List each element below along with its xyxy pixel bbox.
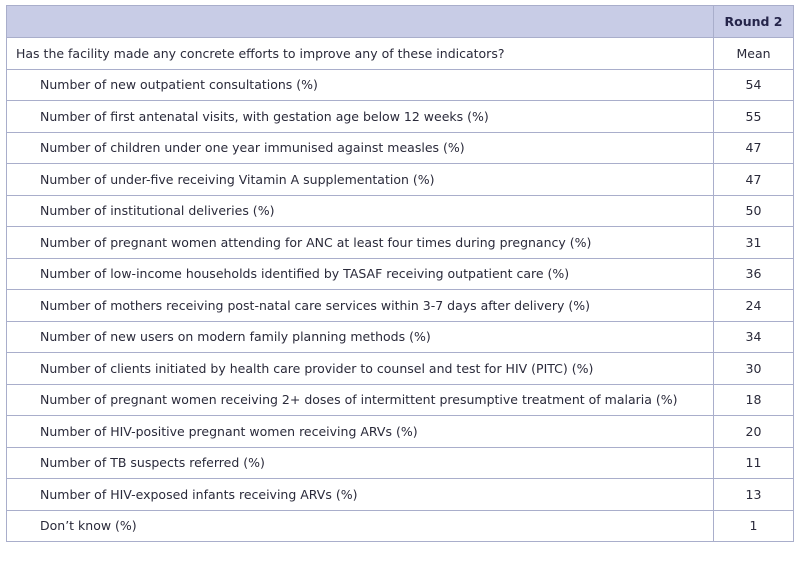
table-row: Number of HIV-exposed infants receiving … xyxy=(6,478,794,511)
indicator-label: Number of clients initiated by health ca… xyxy=(6,352,714,385)
table-row: Number of new outpatient consultations (… xyxy=(6,68,794,101)
table-row: Number of clients initiated by health ca… xyxy=(6,352,794,385)
table-row: Number of TB suspects referred (%) 11 xyxy=(6,446,794,479)
indicator-label: Number of TB suspects referred (%) xyxy=(6,446,714,479)
indicator-label: Number of pregnant women attending for A… xyxy=(6,226,714,259)
indicator-value: 20 xyxy=(713,415,794,448)
indicator-value: 30 xyxy=(713,352,794,385)
table-row: Don’t know (%) 1 xyxy=(6,509,794,542)
question-row: Has the facility made any concrete effor… xyxy=(6,37,794,70)
table-row: Number of under-five receiving Vitamin A… xyxy=(6,163,794,196)
indicator-label: Number of low-income households identifi… xyxy=(6,257,714,290)
indicator-label: Number of mothers receiving post-natal c… xyxy=(6,289,714,322)
indicator-label: Number of HIV-exposed infants receiving … xyxy=(6,478,714,511)
indicator-value: 1 xyxy=(713,509,794,542)
table-row: Number of pregnant women receiving 2+ do… xyxy=(6,383,794,416)
table-row: Number of pregnant women attending for A… xyxy=(6,226,794,259)
table-row: Number of new users on modern family pla… xyxy=(6,320,794,353)
table-header-row: Round 2 xyxy=(6,5,794,38)
indicator-value: 36 xyxy=(713,257,794,290)
table-body: Round 2 Has the facility made any concre… xyxy=(6,5,794,542)
indicator-value: 50 xyxy=(713,194,794,227)
indicator-value: 24 xyxy=(713,289,794,322)
indicator-label: Don’t know (%) xyxy=(6,509,714,542)
indicator-value: 13 xyxy=(713,478,794,511)
indicator-label: Number of under-five receiving Vitamin A… xyxy=(6,163,714,196)
indicator-value: 31 xyxy=(713,226,794,259)
indicator-label: Number of institutional deliveries (%) xyxy=(6,194,714,227)
indicators-table: Round 2 Has the facility made any concre… xyxy=(6,5,794,542)
question-text: Has the facility made any concrete effor… xyxy=(6,37,714,70)
indicator-value: 54 xyxy=(713,68,794,101)
table-row: Number of first antenatal visits, with g… xyxy=(6,100,794,133)
indicator-value: 34 xyxy=(713,320,794,353)
table-row: Number of institutional deliveries (%) 50 xyxy=(6,194,794,227)
indicator-label: Number of pregnant women receiving 2+ do… xyxy=(6,383,714,416)
table-row: Number of mothers receiving post-natal c… xyxy=(6,289,794,322)
indicator-label: Number of new outpatient consultations (… xyxy=(6,68,714,101)
indicator-label: Number of children under one year immuni… xyxy=(6,131,714,164)
round-header: Round 2 xyxy=(713,5,794,38)
table-row: Number of HIV-positive pregnant women re… xyxy=(6,415,794,448)
indicator-label: Number of HIV-positive pregnant women re… xyxy=(6,415,714,448)
indicator-value: 47 xyxy=(713,131,794,164)
indicator-value: 11 xyxy=(713,446,794,479)
indicator-label: Number of first antenatal visits, with g… xyxy=(6,100,714,133)
indicator-value: 18 xyxy=(713,383,794,416)
header-empty-cell xyxy=(6,5,714,38)
mean-header: Mean xyxy=(713,37,794,70)
indicator-value: 47 xyxy=(713,163,794,196)
table-row: Number of low-income households identifi… xyxy=(6,257,794,290)
table-row: Number of children under one year immuni… xyxy=(6,131,794,164)
indicator-label: Number of new users on modern family pla… xyxy=(6,320,714,353)
indicator-value: 55 xyxy=(713,100,794,133)
